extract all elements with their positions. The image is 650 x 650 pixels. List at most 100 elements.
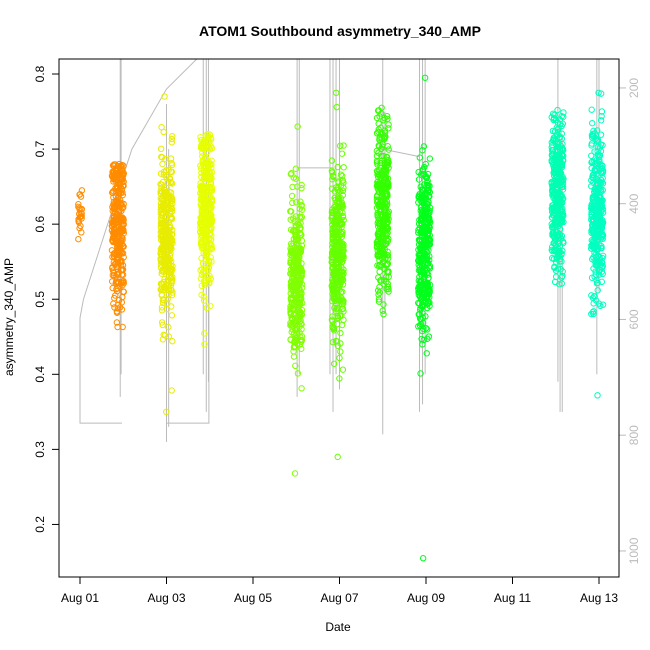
- data-point: [289, 279, 296, 286]
- data-point: [293, 199, 300, 206]
- data-point: [112, 273, 120, 280]
- data-point: [419, 198, 426, 206]
- data-point: [296, 249, 304, 256]
- data-point: [297, 215, 305, 222]
- data-point: [417, 171, 425, 178]
- data-point: [597, 141, 605, 148]
- data-point: [198, 241, 205, 249]
- data-point: [205, 257, 213, 264]
- data-point: [423, 350, 430, 357]
- data-point: [199, 204, 207, 211]
- data-point: [417, 316, 425, 323]
- data-point: [557, 214, 564, 222]
- data-point: [423, 326, 431, 333]
- data-point: [206, 230, 213, 237]
- data-point: [419, 555, 427, 562]
- data-point: [381, 127, 389, 134]
- data-point: [553, 255, 560, 262]
- data-point: [208, 195, 216, 202]
- data-point: [558, 164, 565, 171]
- data-point: [298, 385, 305, 392]
- data-point: [168, 245, 175, 252]
- data-point: [197, 165, 205, 172]
- data-point: [333, 214, 341, 221]
- y-tick-label: 0.7: [33, 140, 47, 157]
- data-point: [419, 187, 426, 194]
- data-point: [294, 298, 301, 305]
- data-point: [116, 160, 123, 168]
- data-point: [340, 255, 347, 263]
- x-axis-label: Date: [325, 620, 351, 634]
- data-point: [164, 190, 171, 198]
- data-point: [197, 275, 205, 282]
- data-point: [165, 219, 172, 226]
- data-point: [379, 307, 386, 314]
- data-point: [557, 206, 564, 213]
- data-point: [424, 260, 432, 267]
- data-point: [162, 265, 169, 273]
- data-point: [554, 265, 562, 272]
- data-point: [421, 171, 428, 178]
- data-point: [421, 163, 428, 171]
- data-point: [163, 225, 170, 233]
- data-point: [550, 247, 558, 254]
- data-point: [159, 336, 167, 343]
- data-point: [293, 299, 301, 306]
- data-point: [423, 289, 431, 296]
- data-point: [339, 242, 346, 249]
- data-point: [555, 189, 562, 196]
- data-point: [415, 236, 423, 244]
- data-point: [597, 162, 604, 169]
- data-point: [109, 222, 116, 230]
- data-point: [425, 240, 433, 248]
- data-point: [418, 211, 425, 218]
- y2-tick-label: 200: [627, 78, 641, 98]
- data-point: [298, 325, 305, 333]
- data-point: [554, 219, 561, 227]
- y2-tick-label: 1000: [627, 537, 641, 564]
- data-point: [167, 155, 175, 162]
- data-point: [199, 219, 207, 226]
- data-point: [338, 220, 345, 227]
- data-point: [168, 168, 176, 176]
- data-point: [549, 223, 557, 231]
- data-point: [549, 110, 557, 118]
- data-point: [419, 147, 426, 154]
- data-point: [384, 225, 392, 232]
- data-point: [204, 261, 212, 269]
- data-point: [292, 165, 300, 172]
- data-point: [164, 276, 171, 284]
- point-cluster: [588, 89, 607, 399]
- data-point: [383, 180, 391, 187]
- data-point: [157, 145, 165, 153]
- data-point: [120, 216, 127, 224]
- data-point: [339, 192, 346, 199]
- data-point: [110, 269, 118, 277]
- data-point: [204, 134, 211, 141]
- data-point: [169, 133, 176, 140]
- data-point: [336, 375, 343, 382]
- data-point: [110, 201, 117, 208]
- data-point: [297, 198, 304, 205]
- data-point: [336, 208, 344, 215]
- data-points: [75, 74, 607, 562]
- data-point: [416, 315, 424, 322]
- data-point: [426, 253, 433, 260]
- data-point: [294, 272, 302, 279]
- data-point: [201, 281, 209, 289]
- data-point: [555, 175, 562, 182]
- data-point: [373, 129, 381, 137]
- data-point: [588, 106, 595, 113]
- data-point: [589, 179, 597, 186]
- data-point: [424, 177, 431, 185]
- data-point: [375, 291, 382, 298]
- data-point: [380, 219, 387, 227]
- y-tick-label: 0.5: [33, 291, 47, 308]
- data-point: [590, 194, 597, 201]
- data-point: [207, 187, 215, 194]
- y2-tick-label: 600: [627, 309, 641, 329]
- data-point: [205, 200, 213, 207]
- data-point: [203, 242, 211, 249]
- data-point: [331, 297, 339, 305]
- data-point: [290, 240, 297, 247]
